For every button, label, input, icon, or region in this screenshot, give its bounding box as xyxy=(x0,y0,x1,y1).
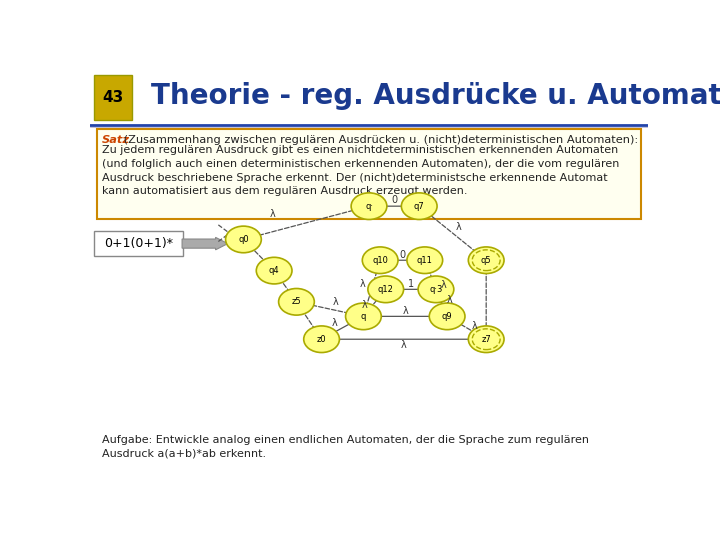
Text: 0+1(0+1)*: 0+1(0+1)* xyxy=(104,237,173,250)
Text: λ: λ xyxy=(401,340,407,350)
Text: Theorie - reg. Ausdrücke u. Automaten: Theorie - reg. Ausdrücke u. Automaten xyxy=(151,82,720,110)
Circle shape xyxy=(468,247,504,274)
Text: λ: λ xyxy=(441,280,446,290)
Circle shape xyxy=(407,247,443,274)
Text: q9: q9 xyxy=(442,312,452,321)
Text: λ: λ xyxy=(472,321,477,330)
Text: λ: λ xyxy=(456,222,461,232)
Text: λ: λ xyxy=(446,295,452,305)
Text: z0: z0 xyxy=(317,335,326,344)
Text: Zu jedem regulären Ausdruck gibt es einen nichtdeterministischen erkennenden Aut: Zu jedem regulären Ausdruck gibt es eine… xyxy=(102,145,620,196)
Text: z5: z5 xyxy=(292,298,301,306)
Circle shape xyxy=(401,193,437,219)
Circle shape xyxy=(304,326,339,353)
Text: λ: λ xyxy=(402,306,408,315)
Text: q5: q5 xyxy=(481,256,492,265)
Text: λ: λ xyxy=(360,279,366,289)
Circle shape xyxy=(418,276,454,302)
Text: q·3: q·3 xyxy=(429,285,443,294)
Text: q0: q0 xyxy=(238,235,249,244)
Circle shape xyxy=(256,258,292,284)
Text: λ: λ xyxy=(331,318,337,328)
Text: Aufgabe: Entwickle analog einen endlichen Automaten, der die Sprache zum regulär: Aufgabe: Entwickle analog einen endliche… xyxy=(102,435,589,458)
Text: z7: z7 xyxy=(481,335,491,344)
Text: q7: q7 xyxy=(414,201,425,211)
FancyBboxPatch shape xyxy=(94,75,132,120)
Text: q: q xyxy=(361,312,366,321)
Text: (Zusammenhang zwischen regulären Ausdrücken u. (nicht)deterministischen Automate: (Zusammenhang zwischen regulären Ausdrüc… xyxy=(120,134,639,145)
Text: λ: λ xyxy=(270,210,276,219)
Text: q4: q4 xyxy=(269,266,279,275)
FancyArrow shape xyxy=(182,238,228,250)
Text: q·: q· xyxy=(365,201,373,211)
Text: 1: 1 xyxy=(408,279,414,289)
Circle shape xyxy=(346,303,382,329)
Text: 0: 0 xyxy=(391,195,397,205)
Circle shape xyxy=(429,303,465,329)
Circle shape xyxy=(225,226,261,253)
Text: Satz: Satz xyxy=(102,134,130,145)
Text: q10: q10 xyxy=(372,256,388,265)
Circle shape xyxy=(468,326,504,353)
FancyBboxPatch shape xyxy=(94,231,183,256)
Text: 0: 0 xyxy=(400,250,405,260)
Circle shape xyxy=(351,193,387,219)
Circle shape xyxy=(368,276,404,302)
Circle shape xyxy=(362,247,398,274)
Text: 43: 43 xyxy=(103,90,124,105)
Text: λ: λ xyxy=(361,300,367,310)
FancyBboxPatch shape xyxy=(96,129,642,219)
Text: λ: λ xyxy=(333,296,338,307)
Circle shape xyxy=(279,288,315,315)
Text: q11: q11 xyxy=(417,256,433,265)
Text: q12: q12 xyxy=(378,285,394,294)
